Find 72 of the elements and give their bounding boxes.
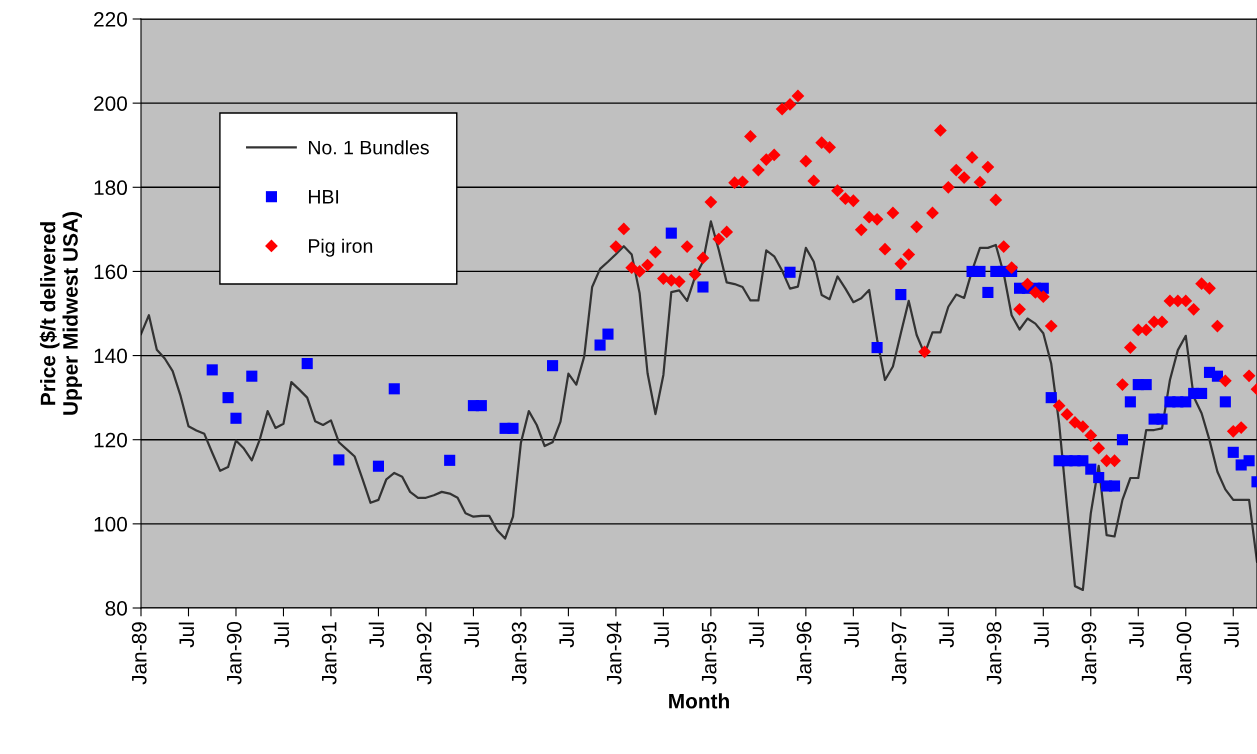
y-tick-label: 80 xyxy=(105,601,127,616)
x-tick-label: Jul xyxy=(1128,622,1144,648)
x-tick-label: Jul xyxy=(368,622,385,648)
y-axis-title: Price ($/t delivered Upper Midwest USA) xyxy=(39,212,82,415)
x-tick-label: Jul xyxy=(558,622,574,648)
x-tick-label: Jan-90 xyxy=(226,622,242,685)
point xyxy=(388,383,400,395)
legend-label: HBI xyxy=(309,190,339,204)
point xyxy=(1227,446,1239,458)
y-tick-label: 220 xyxy=(94,12,127,27)
point xyxy=(246,370,258,382)
x-tick-label: Jan-96 xyxy=(796,622,812,685)
x-tick-label: Jul xyxy=(653,622,669,648)
point xyxy=(1045,392,1057,404)
point xyxy=(475,400,487,412)
y-tick-label: 100 xyxy=(94,516,127,532)
point xyxy=(1180,396,1192,408)
y-tick-label: 120 xyxy=(94,432,127,448)
point xyxy=(230,412,242,424)
point xyxy=(1116,434,1128,446)
point xyxy=(1108,480,1121,492)
x-tick-label: Jan-89 xyxy=(131,622,147,685)
point xyxy=(333,454,345,466)
x-tick-label: Jul xyxy=(1033,622,1049,648)
point xyxy=(372,460,384,472)
point xyxy=(871,342,883,354)
x-tick-label: Jan-94 xyxy=(606,621,622,685)
point xyxy=(1196,387,1208,399)
x-tick-label: Jan-99 xyxy=(1081,622,1097,685)
x-tick-label: Jan-97 xyxy=(891,622,907,685)
x-tick-label: Jul xyxy=(1223,622,1239,648)
point xyxy=(982,286,994,299)
point xyxy=(1124,396,1136,408)
x-axis-title: Month xyxy=(669,693,729,709)
y-tick-label: 160 xyxy=(94,264,127,280)
point xyxy=(222,392,234,404)
x-tick-label: Jan-93 xyxy=(511,622,527,685)
x-tick-label: Jan-00 xyxy=(1176,622,1192,685)
point xyxy=(1243,455,1255,467)
point xyxy=(784,266,796,278)
point xyxy=(301,358,313,370)
x-tick-label: Jul xyxy=(748,622,764,648)
point xyxy=(547,360,559,372)
point xyxy=(507,422,519,434)
point xyxy=(206,364,218,376)
y-tick-label: 200 xyxy=(94,96,127,111)
x-tick-label: Jul xyxy=(843,622,859,648)
legend-label: Pig iron xyxy=(309,238,373,257)
point xyxy=(895,289,907,301)
x-tick-label: Jan-95 xyxy=(701,622,717,685)
x-tick-label: Jul xyxy=(273,622,290,648)
point xyxy=(1219,396,1231,408)
legend-label: No. 1 Bundles xyxy=(309,140,429,155)
y-tick-label: 140 xyxy=(94,348,127,364)
x-tick-label: Jan-92 xyxy=(416,622,432,685)
point xyxy=(1085,463,1097,475)
x-tick-label: Jul xyxy=(463,622,480,648)
point xyxy=(444,454,456,466)
point xyxy=(974,265,986,277)
point xyxy=(1156,413,1168,425)
point xyxy=(665,227,677,239)
x-tick-label: Jul xyxy=(938,622,954,648)
point xyxy=(697,281,709,293)
x-tick-label: Jan-98 xyxy=(986,622,1002,685)
point xyxy=(1093,472,1105,484)
point xyxy=(594,339,606,351)
x-tick-label: Jul xyxy=(178,622,195,648)
point xyxy=(1140,379,1152,391)
x-tick-label: Jan-91 xyxy=(321,622,337,685)
point xyxy=(1077,455,1089,467)
point xyxy=(602,328,614,340)
y-tick-label: 180 xyxy=(94,180,127,196)
